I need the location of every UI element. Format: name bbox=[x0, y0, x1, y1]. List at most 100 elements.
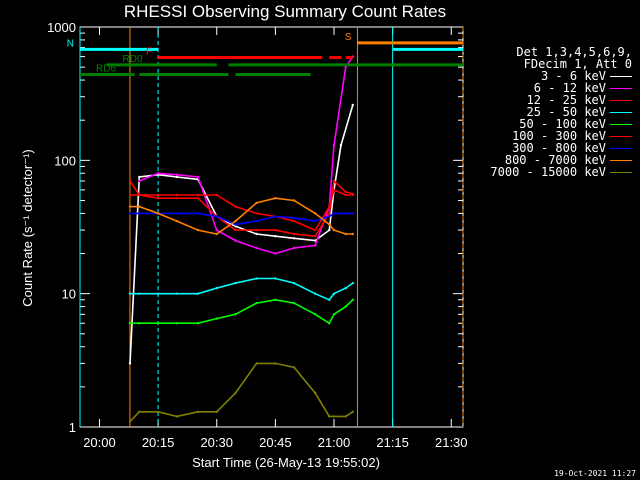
data-point bbox=[274, 228, 277, 232]
data-point bbox=[156, 193, 160, 197]
data-point bbox=[351, 281, 354, 285]
legend-label: 300 - 800 keV bbox=[512, 141, 606, 155]
legend-item: 50 - 100 keV bbox=[482, 118, 632, 130]
data-point bbox=[332, 415, 336, 418]
x-axis-label: Start Time (26-May-13 19:55:02) bbox=[192, 455, 380, 470]
legend-swatch bbox=[610, 75, 632, 77]
data-point bbox=[255, 277, 258, 280]
series-line bbox=[129, 362, 354, 423]
chart-title: RHESSI Observing Summary Count Rates bbox=[124, 2, 446, 21]
x-tick-label: 20:30 bbox=[200, 435, 233, 450]
data-point bbox=[175, 173, 179, 176]
data-point bbox=[128, 179, 132, 183]
flag-bar-label: S bbox=[345, 32, 352, 43]
data-point bbox=[255, 301, 258, 305]
flag-bar-label: N bbox=[67, 38, 74, 49]
data-point bbox=[175, 322, 179, 325]
legend-label: 3 - 6 keV bbox=[540, 69, 606, 83]
data-point bbox=[138, 193, 141, 197]
legend-label: 7000 - 15000 keV bbox=[490, 165, 606, 179]
data-point bbox=[156, 197, 160, 200]
legend-item: 25 - 50 keV bbox=[482, 106, 632, 118]
data-point bbox=[292, 246, 296, 250]
data-point bbox=[274, 252, 277, 255]
series-line bbox=[130, 298, 354, 325]
data-point bbox=[156, 172, 160, 175]
data-point bbox=[255, 232, 258, 236]
data-point bbox=[328, 215, 331, 218]
data-point bbox=[128, 362, 132, 365]
legend-swatch bbox=[610, 171, 632, 173]
data-point bbox=[138, 179, 141, 183]
data-point bbox=[314, 212, 317, 215]
x-tick-label: 21:15 bbox=[376, 435, 409, 450]
data-point bbox=[274, 277, 277, 280]
y-tick-label: 1000 bbox=[47, 20, 76, 35]
data-point bbox=[196, 228, 200, 232]
data-point bbox=[196, 322, 200, 325]
data-point bbox=[175, 415, 179, 418]
data-point bbox=[274, 362, 277, 365]
legend-item: 12 - 25 keV bbox=[482, 94, 632, 106]
data-point bbox=[351, 103, 354, 107]
data-point bbox=[234, 391, 237, 395]
data-point bbox=[255, 219, 258, 223]
data-point bbox=[196, 193, 200, 197]
data-point bbox=[332, 143, 336, 147]
data-point bbox=[138, 212, 141, 215]
data-point bbox=[351, 232, 354, 236]
data-point bbox=[332, 228, 336, 232]
data-point bbox=[292, 216, 296, 220]
data-point bbox=[344, 232, 347, 236]
legend-label: 800 - 7000 keV bbox=[504, 153, 606, 167]
data-point bbox=[196, 212, 200, 215]
data-point bbox=[332, 292, 336, 295]
data-point bbox=[128, 212, 132, 215]
legend-swatch bbox=[610, 87, 632, 89]
data-point bbox=[351, 298, 354, 301]
data-point bbox=[274, 298, 277, 301]
data-point bbox=[175, 212, 179, 215]
flag-bar-label: RD0 bbox=[123, 54, 143, 65]
data-point bbox=[156, 410, 160, 413]
data-point bbox=[255, 246, 258, 250]
legend-label: 25 - 50 keV bbox=[526, 105, 606, 119]
data-point bbox=[196, 197, 200, 200]
y-tick-label: 100 bbox=[54, 153, 76, 168]
y-tick-label: 10 bbox=[62, 287, 76, 302]
data-point bbox=[255, 228, 258, 232]
series-line bbox=[130, 277, 354, 301]
data-point bbox=[156, 322, 160, 325]
data-point bbox=[255, 362, 258, 365]
data-point bbox=[175, 197, 179, 200]
flag-bar-label: RD6 bbox=[96, 64, 116, 75]
data-point bbox=[175, 292, 179, 295]
data-point bbox=[175, 193, 179, 197]
legend-swatch bbox=[610, 123, 632, 125]
series-line bbox=[138, 56, 354, 255]
data-point bbox=[314, 391, 317, 395]
data-point bbox=[344, 212, 347, 215]
legend-item: 300 - 800 keV bbox=[482, 142, 632, 154]
data-point bbox=[128, 205, 132, 208]
x-tick-label: 20:00 bbox=[83, 435, 116, 450]
data-point bbox=[215, 410, 218, 413]
legend-swatch bbox=[610, 111, 632, 113]
data-point bbox=[292, 366, 296, 369]
y-ticks: 1 10 100 1000 bbox=[47, 20, 463, 435]
data-point bbox=[175, 219, 179, 223]
data-point bbox=[138, 410, 141, 413]
data-point bbox=[156, 212, 160, 215]
data-point bbox=[215, 228, 218, 232]
data-point bbox=[328, 223, 331, 226]
data-point bbox=[292, 237, 296, 240]
flag-bars: N F S RD0 RD6 bbox=[67, 32, 463, 77]
legend-swatch bbox=[610, 99, 632, 101]
data-point bbox=[128, 420, 132, 423]
data-point bbox=[215, 317, 218, 320]
data-point bbox=[234, 228, 237, 232]
data-point bbox=[175, 175, 179, 179]
legend-swatch bbox=[610, 159, 632, 161]
data-point bbox=[314, 235, 317, 238]
x-tick-label: 20:15 bbox=[142, 435, 175, 450]
